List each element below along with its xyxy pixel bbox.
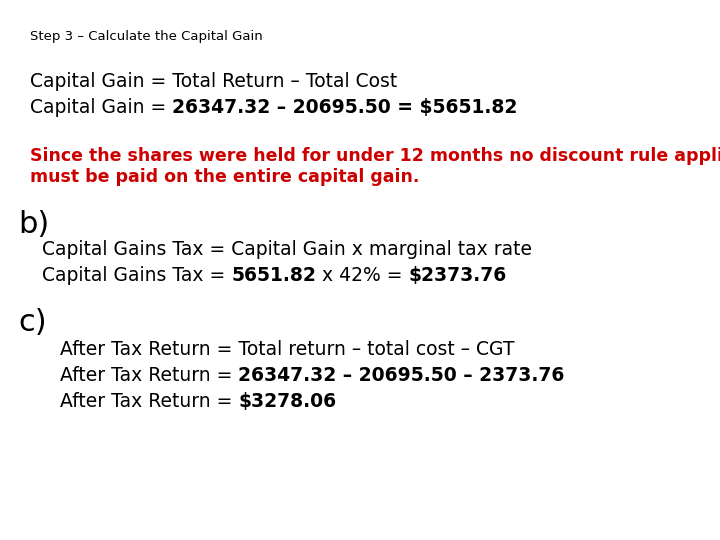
- Text: b): b): [18, 210, 49, 239]
- Text: 26347.32 – 20695.50 – 2373.76: 26347.32 – 20695.50 – 2373.76: [238, 366, 564, 385]
- Text: Capital Gains Tax = Capital Gain x marginal tax rate: Capital Gains Tax = Capital Gain x margi…: [42, 240, 532, 259]
- Text: c): c): [18, 308, 47, 337]
- Text: Capital Gain = Total Return – Total Cost: Capital Gain = Total Return – Total Cost: [30, 72, 397, 91]
- Text: Capital Gains Tax =: Capital Gains Tax =: [42, 266, 231, 285]
- Text: Since the shares were held for under 12 months no discount rule applies and tax: Since the shares were held for under 12 …: [30, 147, 720, 165]
- Text: x 42% =: x 42% =: [316, 266, 409, 285]
- Text: must be paid on the entire capital gain.: must be paid on the entire capital gain.: [30, 168, 419, 186]
- Text: After Tax Return =: After Tax Return =: [60, 366, 238, 385]
- Text: After Tax Return =: After Tax Return =: [60, 392, 238, 411]
- Text: 5651.82: 5651.82: [231, 266, 316, 285]
- Text: Step 3 – Calculate the Capital Gain: Step 3 – Calculate the Capital Gain: [30, 30, 263, 43]
- Text: After Tax Return = Total return – total cost – CGT: After Tax Return = Total return – total …: [60, 340, 515, 359]
- Text: $3278.06: $3278.06: [238, 392, 336, 411]
- Text: $2373.76: $2373.76: [409, 266, 507, 285]
- Text: 26347.32 – 20695.50 = $5651.82: 26347.32 – 20695.50 = $5651.82: [172, 98, 518, 117]
- Text: Capital Gain =: Capital Gain =: [30, 98, 172, 117]
